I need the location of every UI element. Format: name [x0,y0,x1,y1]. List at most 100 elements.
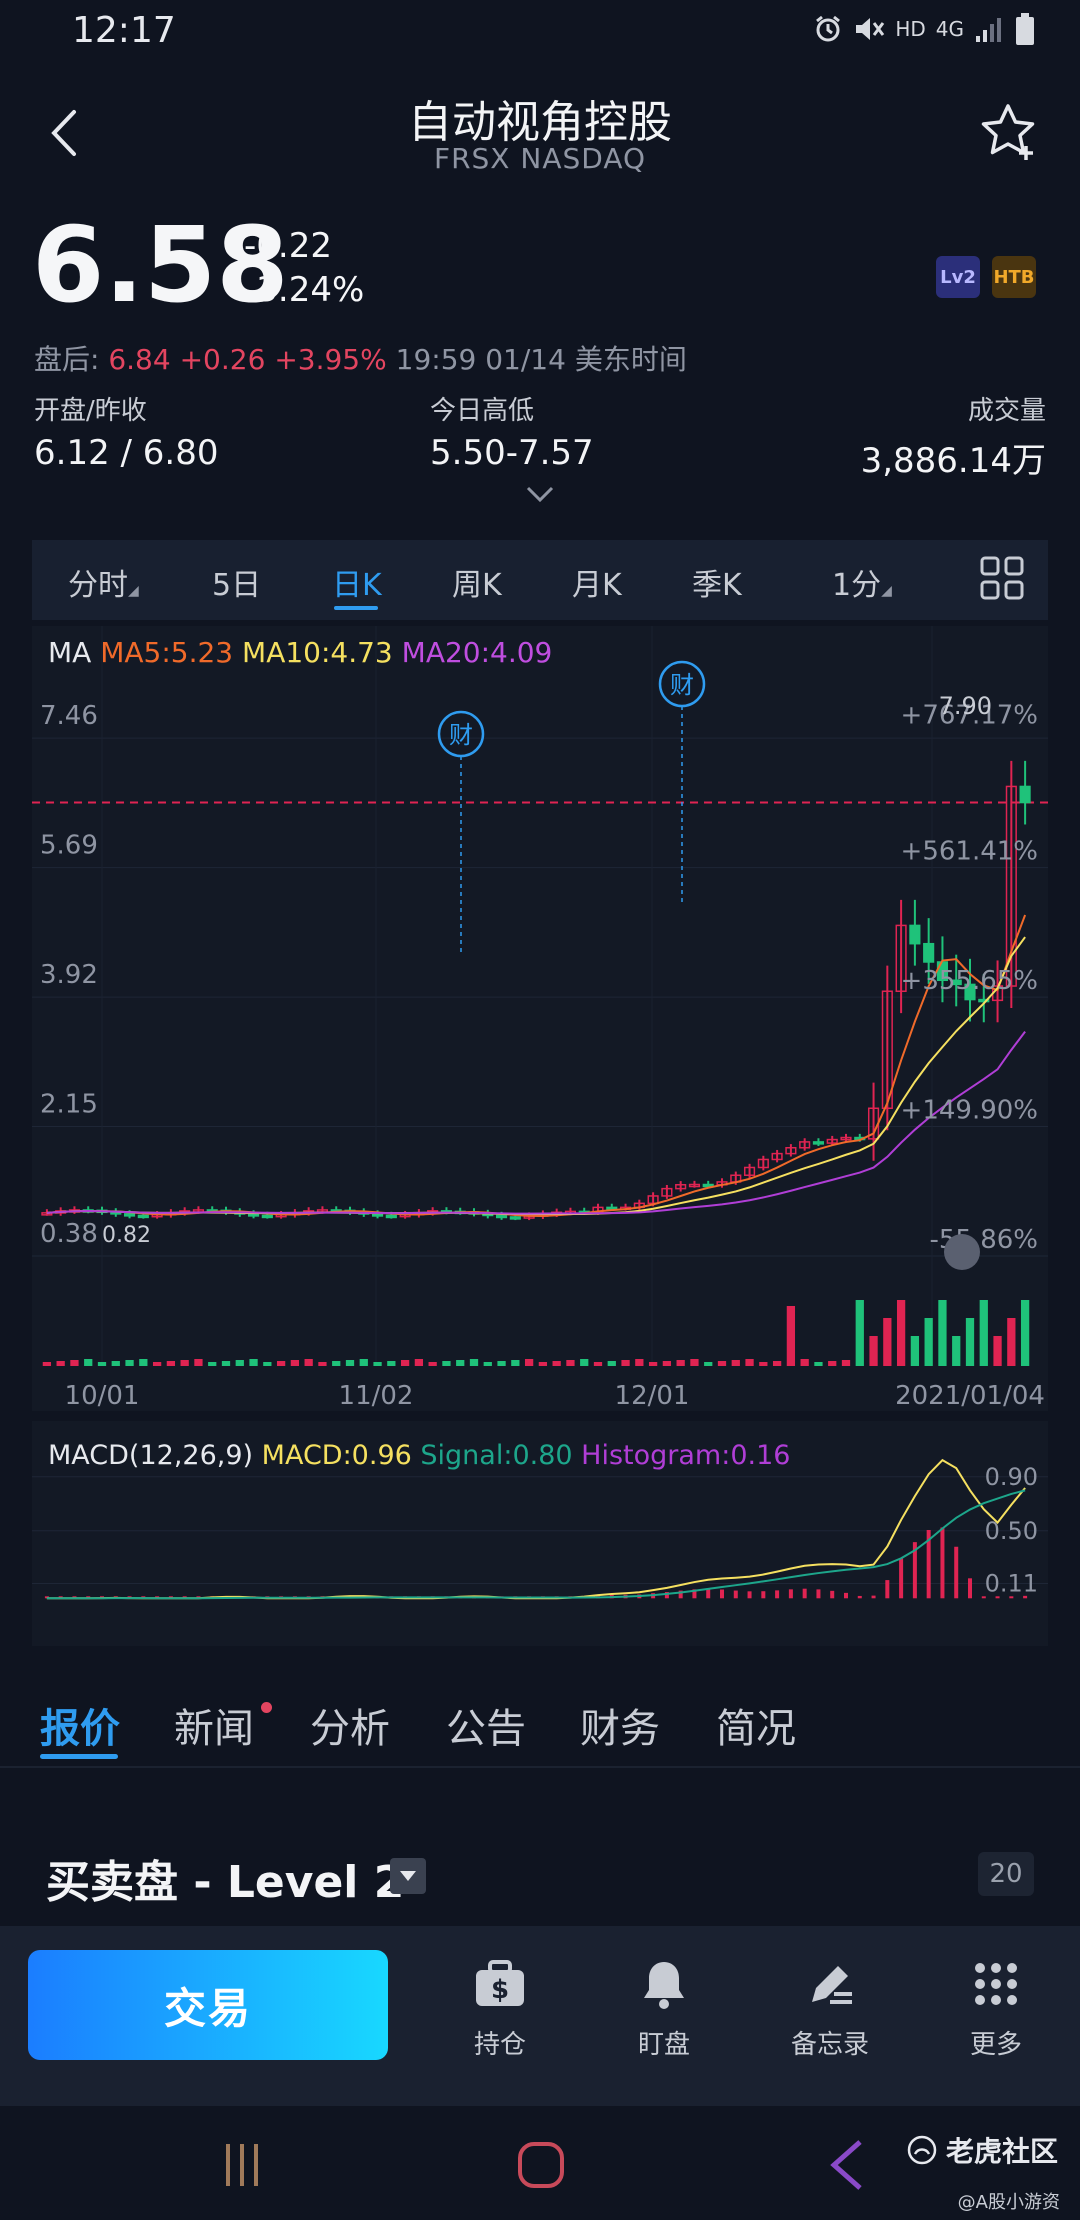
volume-bar [263,1362,272,1366]
stats-row: 开盘/昨收 6.12 / 6.80 今日高低 5.50-7.57 成交量 3,8… [34,390,1046,481]
pct-label: +149.90% [901,1096,1038,1126]
tab-finance[interactable]: 财务 [580,1706,660,1752]
chevron-down-icon[interactable] [520,484,560,504]
stat-range: 今日高低 5.50-7.57 [430,390,594,473]
status-icons: HD 4G [813,12,1036,46]
ma20-label: MA20:4.09 [401,636,553,669]
volume-bar [993,1336,1002,1366]
candle-body [371,1213,384,1217]
memo-button[interactable]: 备忘录 [770,1956,890,2061]
watch-button[interactable]: 盯盘 [604,1956,724,2061]
volume-bar [194,1359,203,1366]
memo-label: 备忘录 [790,2030,869,2060]
ma5-label: MA5:5.23 [100,636,234,669]
volume-bar [414,1359,424,1366]
x-date-label: 11/02 [339,1381,414,1411]
more-dots-icon [975,1963,1017,2005]
candle-body [881,990,893,1110]
volume-bar [717,1361,727,1366]
pencil-icon [812,1966,852,2004]
home-icon[interactable] [516,2140,566,2190]
candle-body [950,979,962,986]
histogram-bar [899,1558,904,1599]
recent-apps-icon[interactable] [222,2142,262,2188]
signal-value: Signal:0.80 [420,1440,573,1471]
volume-bar [924,1318,933,1366]
back-icon[interactable] [826,2138,866,2192]
range-value: 5.50-7.57 [430,433,594,473]
candlestick-chart[interactable]: 7.46 5.69 3.92 2.15 0.38 +767.17% +561.41% +355… [32,626,1048,1646]
alarm-icon [816,15,841,42]
event-label: 财 [449,721,473,749]
after-label: 盘后: [34,343,100,376]
candle-body [964,983,976,1001]
system-navbar: 老虎社区 @A股小游资 [0,2106,1080,2220]
histogram-bar [733,1590,738,1599]
tab-daily[interactable]: 日K [332,568,382,603]
volume-bar [841,1360,851,1366]
high-marker: 7.90 [939,692,992,720]
histogram-bar [664,1592,669,1599]
back-arrow-icon[interactable] [40,106,94,160]
y-tick-label: 7.46 [40,701,98,731]
positions-button[interactable]: $ 持仓 [440,1956,560,2061]
star-watchlist-icon[interactable] [976,100,1040,164]
tab-1min[interactable]: 1分◢ [832,568,892,603]
tab-analysis[interactable]: 分析 [310,1706,390,1752]
tab-weekly[interactable]: 周K [452,568,502,603]
histogram-bar [747,1591,752,1599]
news-unread-dot [261,1702,272,1713]
tab-monthly[interactable]: 月K [572,568,622,603]
volume-bar [497,1361,506,1366]
tab-quote[interactable]: 报价 [40,1706,120,1752]
network-indicator: 4G [935,17,964,41]
pct-label: +561.41% [901,837,1038,867]
volume-bar [400,1360,410,1366]
macd-legend: MACD(12,26,9) MACD:0.96 Signal:0.80 Hist… [48,1440,790,1471]
histogram-bar [995,1596,1000,1599]
volume-bar [221,1361,231,1366]
tab-announcement[interactable]: 公告 [446,1706,526,1752]
histogram-bar [816,1589,821,1599]
volume-bar [676,1360,685,1366]
level2-dropdown[interactable] [390,1858,426,1894]
volume-bar [152,1362,162,1366]
watermark-name: 老虎社区 [945,2135,1058,2168]
y-tick-label: 5.69 [40,831,98,861]
candle-body [812,1141,825,1145]
volume-bar [979,1300,988,1366]
histogram-bar [857,1595,862,1599]
tab-5day[interactable]: 5日 [212,568,262,603]
level2-depth-count[interactable]: 20 [978,1852,1034,1896]
volume-bar [139,1359,148,1366]
volume-bar [276,1361,286,1366]
tab-news[interactable]: 新闻 [174,1706,254,1752]
stat-open: 开盘/昨收 6.12 / 6.80 [34,390,218,473]
candle-body [771,1152,783,1161]
range-label: 今日高低 [430,396,535,426]
volume-bar [208,1362,217,1366]
stock-name: 自动视角控股 [408,97,672,148]
histogram-bar [1023,1595,1028,1599]
tab-quarterly[interactable]: 季K [692,568,742,603]
htb-badge[interactable]: HTB [992,256,1036,298]
event-marker [658,660,706,708]
zoom-handle-icon [944,1234,980,1270]
histogram-bar [788,1589,793,1599]
after-hours: 盘后: 6.84 +0.26 +3.95% 19:59 01/14 美东时间 [34,338,687,378]
candle-body [688,1183,701,1188]
trade-button[interactable]: 交易 [28,1950,388,2060]
volume-bar [635,1359,644,1366]
grid-layout-icon[interactable] [978,554,1026,602]
tab-intraday[interactable]: 分时◢ [68,568,139,603]
volume-bar [166,1361,176,1366]
candle-body [702,1183,714,1188]
candle-body [261,1214,273,1219]
y-tick-label: 3.92 [40,960,98,990]
volume-bar [511,1360,520,1366]
tab-profile[interactable]: 简况 [716,1706,796,1752]
more-button[interactable]: 更多 [936,1956,1056,2061]
lv2-badge[interactable]: Lv2 [936,256,980,298]
volume-bar [745,1359,754,1366]
detail-tabs: 报价 新闻 分析 公告 财务 简况 [0,1680,1080,1770]
